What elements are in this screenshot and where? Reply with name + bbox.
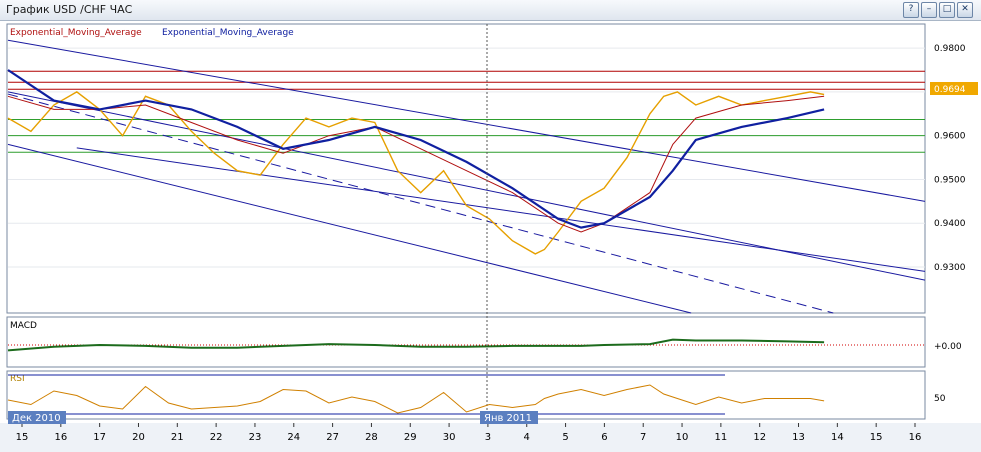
date-banner-mid <box>480 411 538 424</box>
trend-lines <box>7 39 926 314</box>
x-tick-label: 16 <box>909 432 922 443</box>
trend-line <box>7 93 834 314</box>
x-tick-label: 3 <box>485 432 491 443</box>
x-tick-label: 6 <box>601 432 607 443</box>
trend-line <box>7 143 692 314</box>
horizontal-levels <box>8 70 925 153</box>
x-tick-label: 14 <box>831 432 844 443</box>
x-tick-label: 15 <box>870 432 883 443</box>
x-tick-label: 17 <box>93 432 106 443</box>
time-axis-bg <box>0 423 981 452</box>
x-tick-label: 7 <box>640 432 646 443</box>
last-price-tag <box>930 82 978 95</box>
help-button[interactable]: ? <box>903 2 919 18</box>
trend-line <box>76 147 926 272</box>
rsi-label: RSI <box>10 374 25 384</box>
y-tick-label: 0.9800 <box>934 44 966 54</box>
window-titlebar: График USD /CHF ЧАС ? – □ ✕ <box>0 0 981 21</box>
x-tick-label: 10 <box>676 432 689 443</box>
x-tick-label: 11 <box>715 432 728 443</box>
date-banner-left <box>8 411 66 424</box>
rsi-line <box>7 384 825 414</box>
x-tick-label: 13 <box>792 432 805 443</box>
x-tick-label: 5 <box>562 432 568 443</box>
trend-line <box>7 39 926 202</box>
y-tick-label: 0.9500 <box>934 175 966 185</box>
price-series <box>7 69 825 255</box>
minimize-button[interactable]: – <box>921 2 937 18</box>
rsi-tick: 50 <box>934 394 946 404</box>
date-banner-left-text: Дек 2010 <box>12 413 61 424</box>
x-tick-label: 15 <box>16 432 29 443</box>
x-tick-label: 21 <box>171 432 184 443</box>
last-price-value: 0.9694 <box>934 85 966 95</box>
x-tick-label: 29 <box>404 432 417 443</box>
x-tick-label: 27 <box>326 432 339 443</box>
x-tick-label: 28 <box>365 432 378 443</box>
x-tick-label: 20 <box>132 432 145 443</box>
x-tick-label: 23 <box>249 432 262 443</box>
maximize-button[interactable]: □ <box>939 2 955 18</box>
y-tick-label: 0.9300 <box>934 263 966 273</box>
window-title: График USD /CHF ЧАС <box>6 3 133 16</box>
x-tick-label: 22 <box>210 432 223 443</box>
x-tick-label: 4 <box>524 432 530 443</box>
x-tick-label: 24 <box>287 432 300 443</box>
x-axis: 15 16 17 20 21 22 23 24 27 28 29 30 3 4 5 6 7 10 11 12 13 14 1… <box>16 423 922 443</box>
date-banner-mid-text: Янв 2011 <box>484 413 532 424</box>
macd-tick: +0.00 <box>934 342 962 352</box>
close-button[interactable]: ✕ <box>957 2 973 18</box>
macd-line <box>7 338 825 352</box>
series-ema_slow <box>7 69 825 229</box>
series-ema_fast <box>7 95 825 233</box>
x-tick-label: 16 <box>54 432 67 443</box>
y-tick-label: 0.9400 <box>934 219 966 229</box>
main-panel <box>6 23 926 314</box>
y-tick-label: 0.9600 <box>934 132 966 142</box>
legend-ema-slow: Exponential_Moving_Average <box>162 28 294 38</box>
x-tick-label: 12 <box>753 432 766 443</box>
legend-ema-fast: Exponential_Moving_Average <box>10 28 142 38</box>
series-price <box>7 91 825 255</box>
macd-label: MACD <box>10 321 37 331</box>
x-tick-label: 30 <box>443 432 456 443</box>
